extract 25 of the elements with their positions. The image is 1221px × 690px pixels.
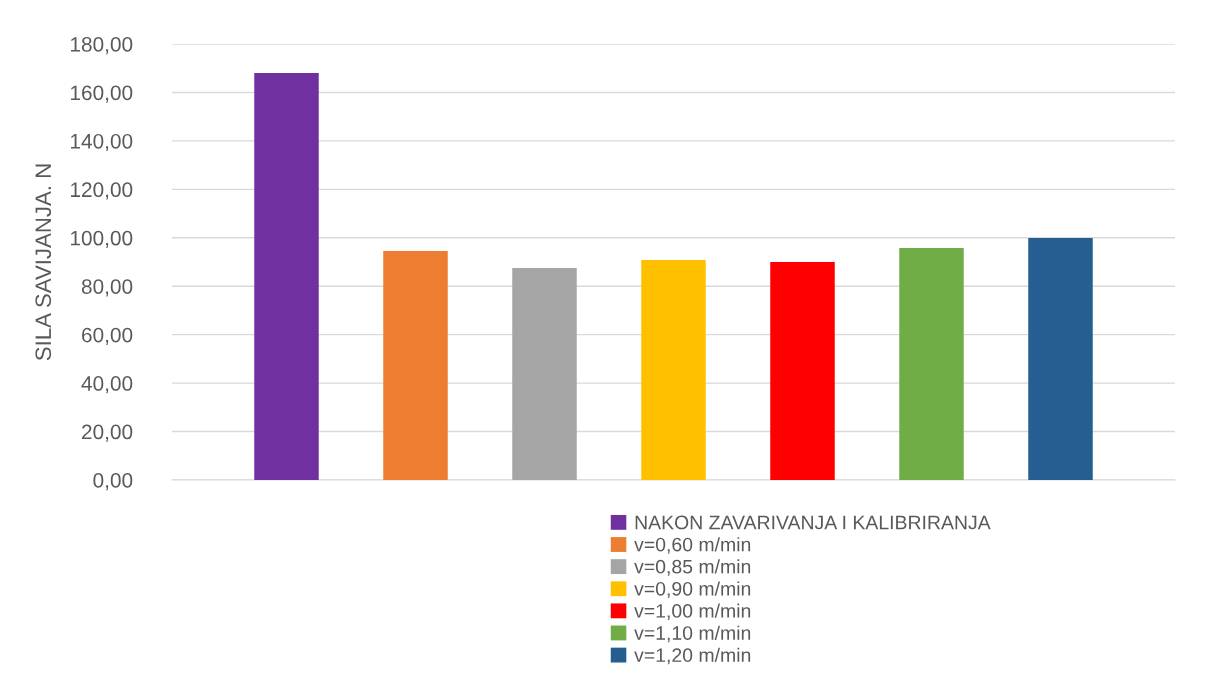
bar [383,251,448,480]
y-tick-label: 100,00 [70,230,133,248]
bar [1028,238,1093,480]
y-tick-label: 80,00 [81,279,133,297]
legend-label: v=1,20 m/min [634,647,751,665]
legend-label: v=1,00 m/min [634,603,751,621]
bar [512,268,577,480]
y-axis-title: SILA SAVIJANJA. N [35,164,52,361]
legend-label: v=0,85 m/min [634,559,751,576]
y-tick-label: 20,00 [82,424,133,442]
bar [770,262,835,480]
y-tick-label: 40,00 [81,376,133,394]
y-tick-label: 160,00 [70,85,133,103]
y-tick-label: 120,00 [70,182,133,200]
legend-label: NAKON ZAVARIVANJA I KALIBRIRANJA [635,515,991,530]
y-tick-label: 140,00 [70,133,133,152]
y-tick-label: 60,00 [82,327,133,345]
legend-label: v=1,10 m/min [634,625,751,643]
y-tick-label: 180,00 [70,37,133,55]
y-tick-label: 0,00 [93,473,133,491]
legend-label: v=0,90 m/min [634,581,751,598]
bar [641,260,706,480]
bar [899,247,964,480]
legend-label: v=0,60 m/min [634,537,751,554]
bar [254,73,319,480]
